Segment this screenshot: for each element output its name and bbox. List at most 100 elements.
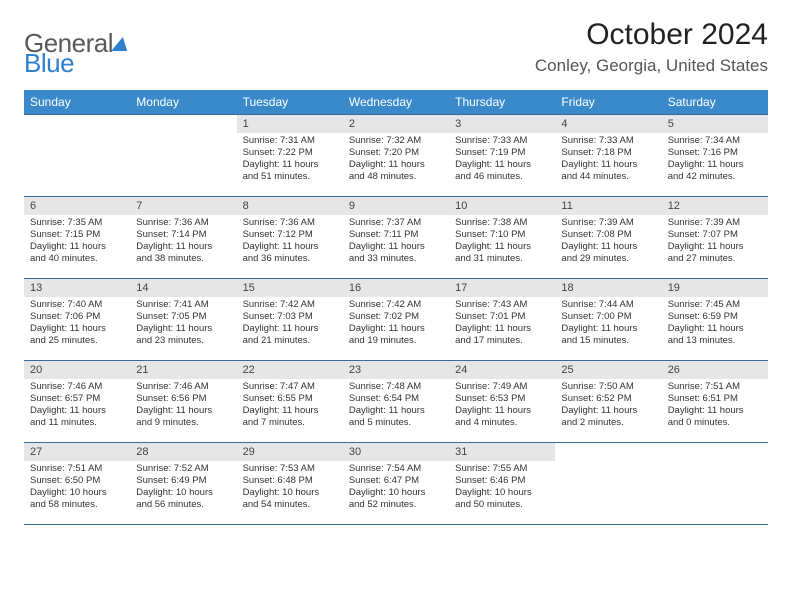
day-details: Sunrise: 7:33 AMSunset: 7:19 PMDaylight:… xyxy=(449,133,555,185)
calendar-day-cell: 16Sunrise: 7:42 AMSunset: 7:02 PMDayligh… xyxy=(343,279,449,361)
day-number: 2 xyxy=(343,115,449,133)
day-number: 20 xyxy=(24,361,130,379)
day-number: 5 xyxy=(662,115,768,133)
calendar-day-cell: 7Sunrise: 7:36 AMSunset: 7:14 PMDaylight… xyxy=(130,197,236,279)
weekday-header: Tuesday xyxy=(237,90,343,115)
day-details: Sunrise: 7:32 AMSunset: 7:20 PMDaylight:… xyxy=(343,133,449,185)
day-number: 18 xyxy=(555,279,661,297)
calendar-week-row: 27Sunrise: 7:51 AMSunset: 6:50 PMDayligh… xyxy=(24,443,768,525)
day-details: Sunrise: 7:44 AMSunset: 7:00 PMDaylight:… xyxy=(555,297,661,349)
logo-text-blue: Blue xyxy=(24,48,74,78)
logo-triangle-icon xyxy=(111,37,131,51)
day-details: Sunrise: 7:35 AMSunset: 7:15 PMDaylight:… xyxy=(24,215,130,267)
calendar-day-cell: 17Sunrise: 7:43 AMSunset: 7:01 PMDayligh… xyxy=(449,279,555,361)
day-number: 27 xyxy=(24,443,130,461)
day-number: 14 xyxy=(130,279,236,297)
calendar-day-cell: 3Sunrise: 7:33 AMSunset: 7:19 PMDaylight… xyxy=(449,115,555,197)
calendar-day-cell: 31Sunrise: 7:55 AMSunset: 6:46 PMDayligh… xyxy=(449,443,555,525)
weekday-header: Saturday xyxy=(662,90,768,115)
calendar-head: SundayMondayTuesdayWednesdayThursdayFrid… xyxy=(24,90,768,115)
calendar-day-cell: 28Sunrise: 7:52 AMSunset: 6:49 PMDayligh… xyxy=(130,443,236,525)
day-details: Sunrise: 7:50 AMSunset: 6:52 PMDaylight:… xyxy=(555,379,661,431)
day-details: Sunrise: 7:41 AMSunset: 7:05 PMDaylight:… xyxy=(130,297,236,349)
day-details: Sunrise: 7:49 AMSunset: 6:53 PMDaylight:… xyxy=(449,379,555,431)
calendar-day-cell: 19Sunrise: 7:45 AMSunset: 6:59 PMDayligh… xyxy=(662,279,768,361)
calendar-day-cell: 26Sunrise: 7:51 AMSunset: 6:51 PMDayligh… xyxy=(662,361,768,443)
calendar-day-cell xyxy=(24,115,130,197)
calendar-day-cell: 13Sunrise: 7:40 AMSunset: 7:06 PMDayligh… xyxy=(24,279,130,361)
calendar-day-cell: 18Sunrise: 7:44 AMSunset: 7:00 PMDayligh… xyxy=(555,279,661,361)
calendar-day-cell: 25Sunrise: 7:50 AMSunset: 6:52 PMDayligh… xyxy=(555,361,661,443)
weekday-header: Thursday xyxy=(449,90,555,115)
day-details: Sunrise: 7:39 AMSunset: 7:07 PMDaylight:… xyxy=(662,215,768,267)
day-number: 1 xyxy=(237,115,343,133)
header: General October 2024 Conley, Georgia, Un… xyxy=(24,18,768,76)
day-details: Sunrise: 7:46 AMSunset: 6:57 PMDaylight:… xyxy=(24,379,130,431)
calendar-day-cell: 5Sunrise: 7:34 AMSunset: 7:16 PMDaylight… xyxy=(662,115,768,197)
day-details: Sunrise: 7:36 AMSunset: 7:14 PMDaylight:… xyxy=(130,215,236,267)
day-number: 31 xyxy=(449,443,555,461)
calendar-week-row: 20Sunrise: 7:46 AMSunset: 6:57 PMDayligh… xyxy=(24,361,768,443)
day-number: 8 xyxy=(237,197,343,215)
day-number: 15 xyxy=(237,279,343,297)
calendar-day-cell: 22Sunrise: 7:47 AMSunset: 6:55 PMDayligh… xyxy=(237,361,343,443)
calendar-day-cell: 15Sunrise: 7:42 AMSunset: 7:03 PMDayligh… xyxy=(237,279,343,361)
weekday-header: Wednesday xyxy=(343,90,449,115)
day-number: 12 xyxy=(662,197,768,215)
day-details: Sunrise: 7:51 AMSunset: 6:50 PMDaylight:… xyxy=(24,461,130,513)
day-number: 19 xyxy=(662,279,768,297)
day-number: 7 xyxy=(130,197,236,215)
day-details: Sunrise: 7:43 AMSunset: 7:01 PMDaylight:… xyxy=(449,297,555,349)
day-number: 24 xyxy=(449,361,555,379)
day-number: 26 xyxy=(662,361,768,379)
day-number: 16 xyxy=(343,279,449,297)
calendar-day-cell: 21Sunrise: 7:46 AMSunset: 6:56 PMDayligh… xyxy=(130,361,236,443)
day-details: Sunrise: 7:40 AMSunset: 7:06 PMDaylight:… xyxy=(24,297,130,349)
day-details: Sunrise: 7:54 AMSunset: 6:47 PMDaylight:… xyxy=(343,461,449,513)
day-number: 10 xyxy=(449,197,555,215)
title-block: October 2024 Conley, Georgia, United Sta… xyxy=(535,18,768,76)
calendar-day-cell: 6Sunrise: 7:35 AMSunset: 7:15 PMDaylight… xyxy=(24,197,130,279)
calendar-day-cell: 20Sunrise: 7:46 AMSunset: 6:57 PMDayligh… xyxy=(24,361,130,443)
weekday-header: Sunday xyxy=(24,90,130,115)
day-number: 30 xyxy=(343,443,449,461)
day-details: Sunrise: 7:39 AMSunset: 7:08 PMDaylight:… xyxy=(555,215,661,267)
day-number: 4 xyxy=(555,115,661,133)
calendar-week-row: 6Sunrise: 7:35 AMSunset: 7:15 PMDaylight… xyxy=(24,197,768,279)
calendar-day-cell: 10Sunrise: 7:38 AMSunset: 7:10 PMDayligh… xyxy=(449,197,555,279)
calendar-day-cell: 1Sunrise: 7:31 AMSunset: 7:22 PMDaylight… xyxy=(237,115,343,197)
day-number: 23 xyxy=(343,361,449,379)
day-details: Sunrise: 7:45 AMSunset: 6:59 PMDaylight:… xyxy=(662,297,768,349)
weekday-header: Monday xyxy=(130,90,236,115)
day-number: 28 xyxy=(130,443,236,461)
weekday-header: Friday xyxy=(555,90,661,115)
day-details: Sunrise: 7:46 AMSunset: 6:56 PMDaylight:… xyxy=(130,379,236,431)
calendar-day-cell xyxy=(662,443,768,525)
day-number: 9 xyxy=(343,197,449,215)
day-details: Sunrise: 7:33 AMSunset: 7:18 PMDaylight:… xyxy=(555,133,661,185)
day-number: 13 xyxy=(24,279,130,297)
calendar-week-row: 13Sunrise: 7:40 AMSunset: 7:06 PMDayligh… xyxy=(24,279,768,361)
calendar-day-cell: 9Sunrise: 7:37 AMSunset: 7:11 PMDaylight… xyxy=(343,197,449,279)
day-number: 22 xyxy=(237,361,343,379)
calendar-day-cell: 27Sunrise: 7:51 AMSunset: 6:50 PMDayligh… xyxy=(24,443,130,525)
day-details: Sunrise: 7:42 AMSunset: 7:02 PMDaylight:… xyxy=(343,297,449,349)
day-details: Sunrise: 7:47 AMSunset: 6:55 PMDaylight:… xyxy=(237,379,343,431)
calendar-day-cell: 11Sunrise: 7:39 AMSunset: 7:08 PMDayligh… xyxy=(555,197,661,279)
day-details: Sunrise: 7:37 AMSunset: 7:11 PMDaylight:… xyxy=(343,215,449,267)
calendar-day-cell: 4Sunrise: 7:33 AMSunset: 7:18 PMDaylight… xyxy=(555,115,661,197)
day-details: Sunrise: 7:48 AMSunset: 6:54 PMDaylight:… xyxy=(343,379,449,431)
day-details: Sunrise: 7:51 AMSunset: 6:51 PMDaylight:… xyxy=(662,379,768,431)
day-details: Sunrise: 7:31 AMSunset: 7:22 PMDaylight:… xyxy=(237,133,343,185)
day-number: 3 xyxy=(449,115,555,133)
day-number: 11 xyxy=(555,197,661,215)
calendar-day-cell: 12Sunrise: 7:39 AMSunset: 7:07 PMDayligh… xyxy=(662,197,768,279)
calendar-day-cell xyxy=(130,115,236,197)
day-details: Sunrise: 7:55 AMSunset: 6:46 PMDaylight:… xyxy=(449,461,555,513)
day-details: Sunrise: 7:36 AMSunset: 7:12 PMDaylight:… xyxy=(237,215,343,267)
day-details: Sunrise: 7:53 AMSunset: 6:48 PMDaylight:… xyxy=(237,461,343,513)
calendar-day-cell: 29Sunrise: 7:53 AMSunset: 6:48 PMDayligh… xyxy=(237,443,343,525)
calendar-day-cell: 14Sunrise: 7:41 AMSunset: 7:05 PMDayligh… xyxy=(130,279,236,361)
day-number: 6 xyxy=(24,197,130,215)
day-details: Sunrise: 7:52 AMSunset: 6:49 PMDaylight:… xyxy=(130,461,236,513)
